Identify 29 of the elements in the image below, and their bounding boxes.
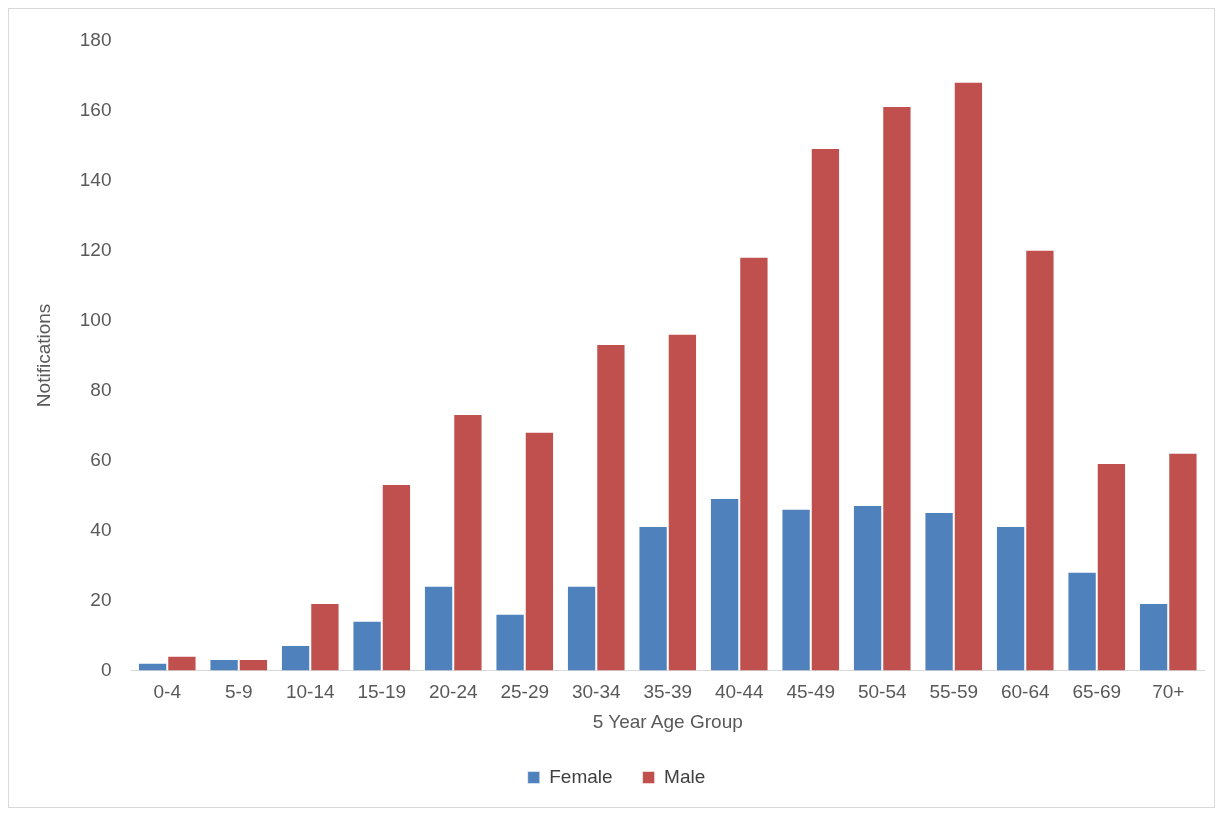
y-tick-label: 140: [79, 168, 112, 190]
x-tick-label: 50-54: [857, 681, 907, 703]
y-tick-label: 160: [79, 98, 112, 120]
x-tick-label: 5-9: [225, 681, 253, 703]
y-tick-label: 40: [90, 518, 112, 540]
x-tick-label: 25-29: [500, 681, 550, 703]
x-tick-label: 30-34: [571, 681, 621, 703]
y-tick-label: 100: [79, 308, 112, 330]
x-tick-label: 15-19: [357, 681, 407, 703]
y-axis-title: Notifications: [32, 303, 54, 408]
x-tick-label: 60-64: [1000, 681, 1050, 703]
x-tick-label: 65-69: [1072, 681, 1122, 703]
x-axis-title: 5 Year Age Group: [592, 710, 743, 732]
x-tick-label: 70+: [1152, 681, 1185, 703]
y-tick-label: 60: [90, 448, 112, 470]
x-tick-label: 40-44: [714, 681, 764, 703]
x-tick-label: 20-24: [428, 681, 478, 703]
legend-label: Female: [549, 765, 613, 787]
x-tick-label: 35-39: [643, 681, 693, 703]
y-tick-label: 20: [90, 588, 112, 610]
x-tick-label: 45-49: [786, 681, 836, 703]
x-tick-label: 10-14: [285, 681, 335, 703]
y-tick-label: 0: [100, 658, 112, 680]
x-tick-label: 0-4: [153, 681, 182, 703]
y-tick-label: 180: [79, 28, 112, 50]
y-tick-label: 120: [79, 238, 112, 260]
y-tick-label: 80: [90, 378, 112, 400]
legend-label: Male: [664, 765, 706, 787]
x-tick-label: 55-59: [929, 681, 979, 703]
